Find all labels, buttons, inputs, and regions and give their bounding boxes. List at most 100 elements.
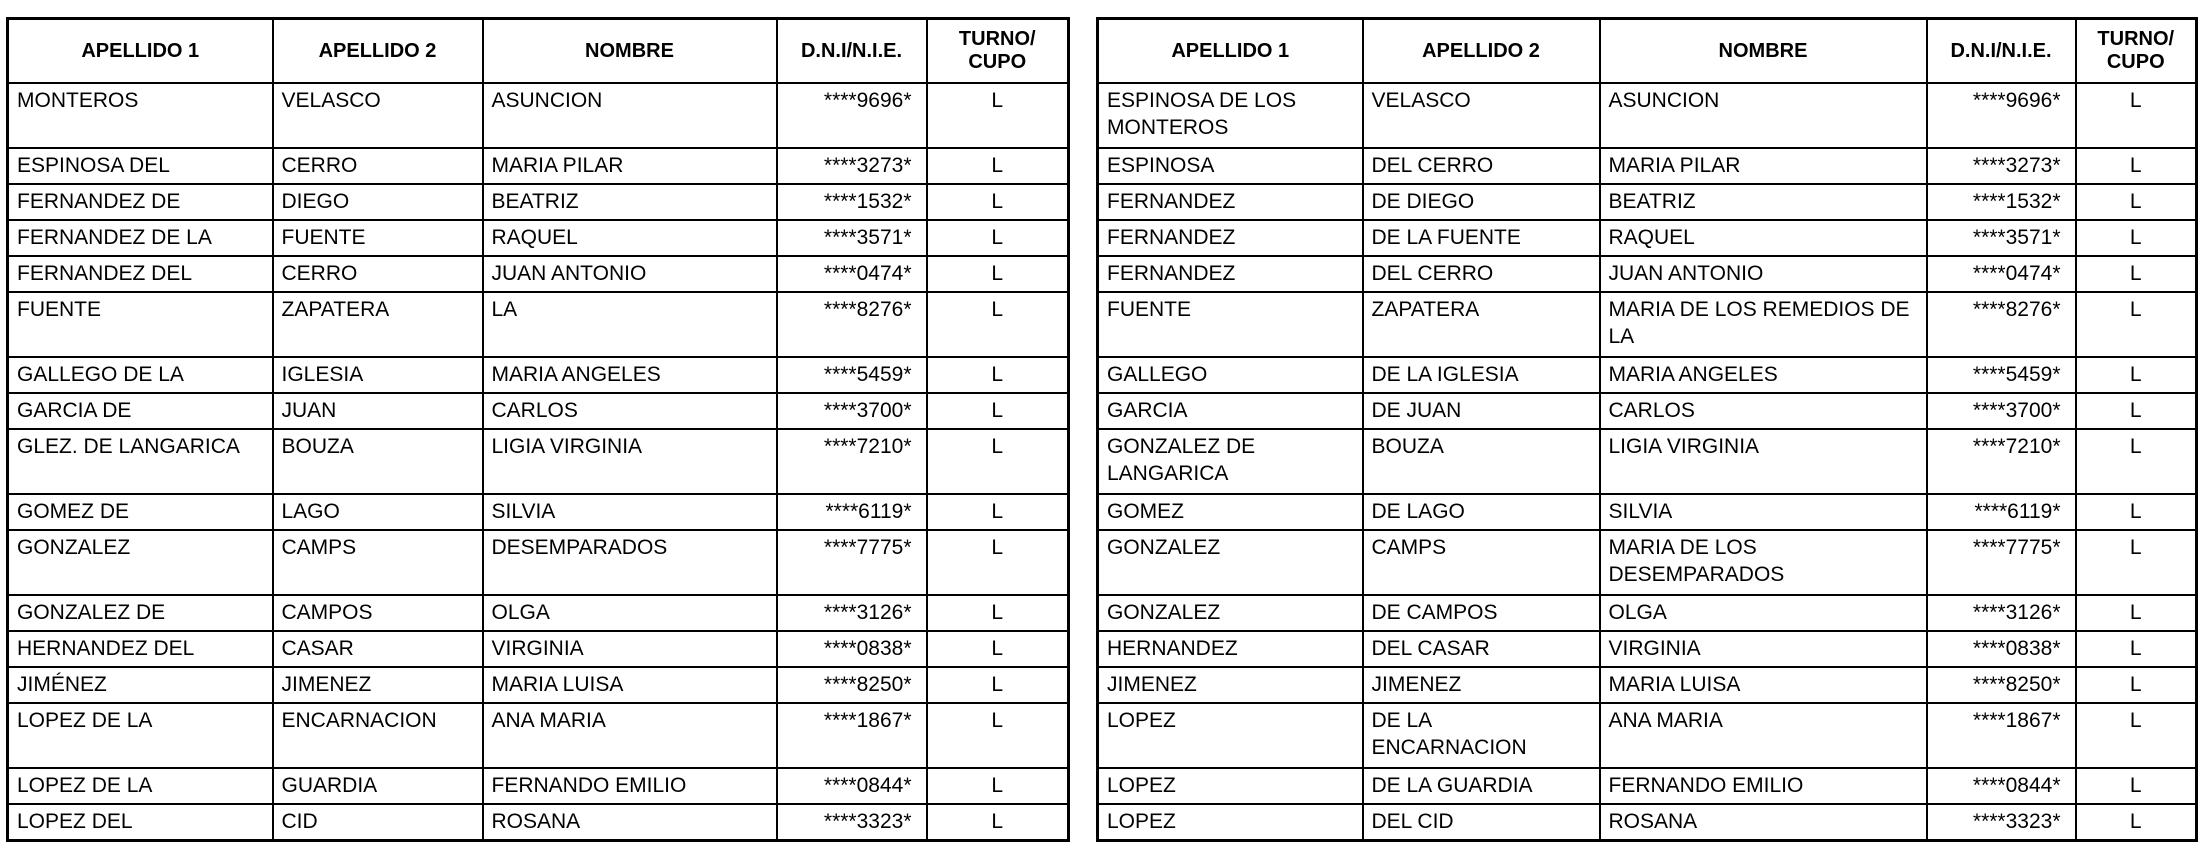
cell-apellido-1: GONZALEZ <box>1096 594 1364 632</box>
cell-nombre: OLGA <box>1598 594 1928 632</box>
cell-apellido-2: DE LA IGLESIA <box>1361 356 1601 394</box>
cell-dni-nie: ****0844* <box>775 767 928 805</box>
table-row: GONZALEZ CAMPS DESEMPARADOS ****7775* L <box>6 529 1070 596</box>
cell-apellido-2: CAMPS <box>271 529 484 596</box>
cell-dni-nie: ****9696* <box>1925 82 2077 149</box>
cell-dni-nie: ****5459* <box>775 356 928 394</box>
cell-nombre: JUAN ANTONIO <box>1598 255 1928 293</box>
cell-apellido-1: GOMEZ DE <box>6 493 274 531</box>
table-row: GALLEGO DE LA IGLESIA MARIA ANGELES ****545… <box>6 356 1070 394</box>
cell-apellido-2: CASAR <box>271 630 484 668</box>
cell-turno-cupo: L <box>925 82 1070 149</box>
cell-nombre: CARLOS <box>481 392 778 430</box>
cell-apellido-1: GARCIA DE <box>6 392 274 430</box>
cell-dni-nie: ****6119* <box>775 493 928 531</box>
table-row: FERNANDEZ DEL CERRO JUAN ANTONIO ****0474* L <box>6 255 1070 293</box>
table-body: ESPINOSA DE LOS MONTEROS VELASCO ASUNCION *… <box>1096 82 2198 842</box>
cell-dni-nie: ****3571* <box>1925 219 2077 257</box>
table-row: JIMENEZ JIMENEZ MARIA LUISA ****8250* L <box>1096 666 2198 704</box>
cell-nombre: FERNANDO EMILIO <box>1598 767 1928 805</box>
cell-apellido-2: DE LA FUENTE <box>1361 219 1601 257</box>
cell-dni-nie: ****0838* <box>775 630 928 668</box>
cell-nombre: BEATRIZ <box>1598 183 1928 221</box>
table-row: LOPEZ DE LA GUARDIA FERNANDO EMILIO ****084… <box>1096 767 2198 805</box>
cell-apellido-2: JIMENEZ <box>1361 666 1601 704</box>
cell-apellido-2: JUAN <box>271 392 484 430</box>
cell-nombre: ASUNCION <box>481 82 778 149</box>
cell-nombre: JUAN ANTONIO <box>481 255 778 293</box>
cell-dni-nie: ****3700* <box>1925 392 2077 430</box>
table-row: FERNANDEZ DE DIEGO BEATRIZ ****1532* L <box>1096 183 2198 221</box>
cell-apellido-1: GONZALEZ <box>1096 529 1364 596</box>
cell-turno-cupo: L <box>2074 803 2198 842</box>
cell-dni-nie: ****3273* <box>775 147 928 185</box>
cell-apellido-1: FERNANDEZ DEL <box>6 255 274 293</box>
column-header-nombre: NOMBRE <box>481 17 778 84</box>
cell-apellido-1: LOPEZ DE LA <box>6 702 274 769</box>
cell-dni-nie: ****3323* <box>1925 803 2077 842</box>
header-row: APELLIDO 1 APELLIDO 2 NOMBRE D.N.I/N.I.E. TU… <box>6 17 1070 84</box>
column-header-apellido-2: APELLIDO 2 <box>1361 17 1601 84</box>
table-body: MONTEROS VELASCO ASUNCION ****9696* L ESPINOS… <box>6 82 1070 842</box>
column-header-turno-cupo: TURNO/ CUPO <box>925 17 1070 84</box>
cell-turno-cupo: L <box>2074 630 2198 668</box>
table-row: LOPEZ DEL CID ROSANA ****3323* L <box>6 803 1070 842</box>
cell-turno-cupo: L <box>2074 82 2198 149</box>
cell-apellido-1: MONTEROS <box>6 82 274 149</box>
cell-turno-cupo: L <box>925 803 1070 842</box>
cell-turno-cupo: L <box>2074 666 2198 704</box>
cell-turno-cupo: L <box>2074 392 2198 430</box>
cell-apellido-1: JIMENEZ <box>1096 666 1364 704</box>
cell-apellido-1: LOPEZ DEL <box>6 803 274 842</box>
cell-nombre: VIRGINIA <box>481 630 778 668</box>
cell-apellido-2: CID <box>271 803 484 842</box>
cell-apellido-2: BOUZA <box>271 428 484 495</box>
table-row: MONTEROS VELASCO ASUNCION ****9696* L <box>6 82 1070 149</box>
column-header-nombre: NOMBRE <box>1598 17 1928 84</box>
cell-dni-nie: ****0474* <box>775 255 928 293</box>
table-row: GONZALEZ DE LANGARICA BOUZA LIGIA VIRGINIA… <box>1096 428 2198 495</box>
cell-apellido-1: GALLEGO DE LA <box>6 356 274 394</box>
cell-dni-nie: ****3273* <box>1925 147 2077 185</box>
cell-nombre: RAQUEL <box>481 219 778 257</box>
cell-nombre: MARIA DE LOS DESEMPARADOS <box>1598 529 1928 596</box>
cell-nombre: MARIA ANGELES <box>481 356 778 394</box>
table-row: GLEZ. DE LANGARICA BOUZA LIGIA VIRGINIA ***… <box>6 428 1070 495</box>
cell-apellido-1: FERNANDEZ DE LA <box>6 219 274 257</box>
cell-apellido-1: FUENTE <box>1096 291 1364 358</box>
cell-apellido-1: HERNANDEZ <box>1096 630 1364 668</box>
table-row: LOPEZ DEL CID ROSANA ****3323* L <box>1096 803 2198 842</box>
cell-apellido-1: ESPINOSA DEL <box>6 147 274 185</box>
cell-turno-cupo: L <box>2074 493 2198 531</box>
cell-apellido-1: FUENTE <box>6 291 274 358</box>
cell-turno-cupo: L <box>925 630 1070 668</box>
cell-apellido-1: GARCIA <box>1096 392 1364 430</box>
cell-dni-nie: ****1867* <box>1925 702 2077 769</box>
cell-dni-nie: ****0844* <box>1925 767 2077 805</box>
cell-apellido-2: GUARDIA <box>271 767 484 805</box>
cell-apellido-1: GONZALEZ DE <box>6 594 274 632</box>
cell-turno-cupo: L <box>2074 428 2198 495</box>
left-roster-table: APELLIDO 1 APELLIDO 2 NOMBRE D.N.I/N.I.E. TU… <box>6 17 1070 842</box>
cell-nombre: MARIA LUISA <box>1598 666 1928 704</box>
cell-turno-cupo: L <box>925 147 1070 185</box>
table-row: GALLEGO DE LA IGLESIA MARIA ANGELES ****545… <box>1096 356 2198 394</box>
column-header-apellido-1: APELLIDO 1 <box>1096 17 1364 84</box>
cell-apellido-2: BOUZA <box>1361 428 1601 495</box>
cell-apellido-2: DE LA ENCARNACION <box>1361 702 1601 769</box>
cell-apellido-1: LOPEZ <box>1096 803 1364 842</box>
cell-dni-nie: ****8276* <box>1925 291 2077 358</box>
cell-turno-cupo: L <box>925 219 1070 257</box>
cell-turno-cupo: L <box>925 702 1070 769</box>
cell-nombre: LIGIA VIRGINIA <box>481 428 778 495</box>
cell-nombre: ASUNCION <box>1598 82 1928 149</box>
cell-turno-cupo: L <box>925 529 1070 596</box>
cell-nombre: VIRGINIA <box>1598 630 1928 668</box>
table-row: GOMEZ DE LAGO SILVIA ****6119* L <box>6 493 1070 531</box>
cell-apellido-1: JIMÉNEZ <box>6 666 274 704</box>
cell-dni-nie: ****8276* <box>775 291 928 358</box>
header-row: APELLIDO 1 APELLIDO 2 NOMBRE D.N.I/N.I.E. TU… <box>1096 17 2198 84</box>
cell-apellido-2: JIMENEZ <box>271 666 484 704</box>
cell-turno-cupo: L <box>2074 255 2198 293</box>
cell-dni-nie: ****7775* <box>775 529 928 596</box>
